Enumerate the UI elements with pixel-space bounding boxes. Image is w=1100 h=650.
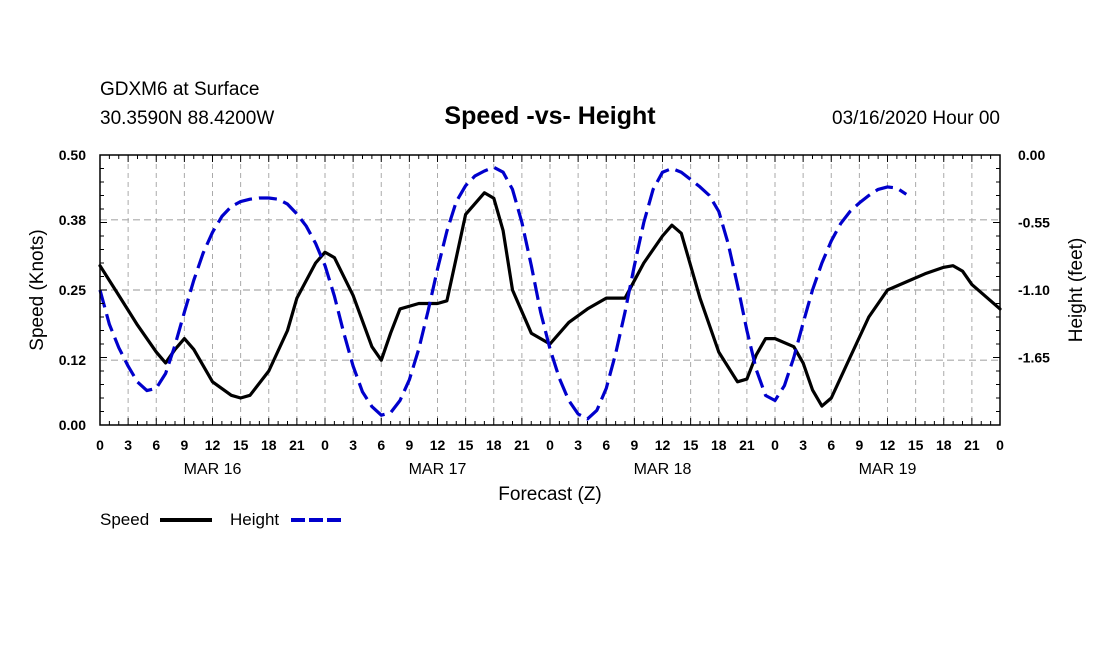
x-tick-label: 21: [964, 437, 980, 453]
x-tick-label: 12: [430, 437, 446, 453]
x-tick-label: 12: [880, 437, 896, 453]
x-tick-label: 15: [458, 437, 474, 453]
x-tick-label: 18: [261, 437, 277, 453]
x-tick-label: 3: [124, 437, 132, 453]
y-right-tick-label: -1.10: [1018, 282, 1050, 298]
series-line-speed: [98, 191, 1002, 408]
series-layer: [98, 165, 1002, 421]
coordinates-label: 30.3590N 88.4200W: [100, 108, 274, 129]
date-label: MAR 16: [184, 461, 242, 478]
legend-height-label: Height: [230, 510, 279, 529]
x-tick-label: 21: [289, 437, 305, 453]
x-tick-label: 21: [739, 437, 755, 453]
tick-layer: 0 3 6 9 12 15 18 21 0 3 6 9 12 15 18 21 0 3 6 9 12 15 18 21 0 3 6 9…: [59, 147, 1050, 478]
date-label: MAR 18: [634, 461, 692, 478]
station-label: GDXM6 at Surface: [100, 79, 259, 100]
x-axis-title: Forecast (Z): [498, 484, 601, 505]
x-tick-label: 15: [683, 437, 699, 453]
y-axis-left-title: Speed (Knots): [27, 229, 48, 350]
x-tick-label: 0: [321, 437, 329, 453]
x-tick-label: 0: [771, 437, 779, 453]
y-axis-right-title: Height (feet): [1066, 238, 1087, 343]
date-label: MAR 17: [409, 461, 467, 478]
y-right-tick-label: -1.65: [1018, 350, 1050, 366]
y-right-tick-label: 0.00: [1018, 147, 1045, 163]
y-left-tick-label: 0.25: [59, 282, 86, 298]
x-tick-label: 15: [908, 437, 924, 453]
chart-title: Speed -vs- Height: [444, 102, 656, 130]
x-tick-label: 9: [855, 437, 863, 453]
x-tick-label: 18: [486, 437, 502, 453]
x-tick-label: 15: [233, 437, 249, 453]
x-tick-label: 0: [996, 437, 1004, 453]
x-tick-label: 3: [799, 437, 807, 453]
legend-speed-label: Speed: [100, 510, 149, 529]
x-tick-label: 9: [180, 437, 188, 453]
x-tick-label: 6: [602, 437, 610, 453]
date-label: MAR 19: [859, 461, 917, 478]
series-line-height: [98, 165, 908, 421]
x-tick-label: 0: [96, 437, 104, 453]
date-label: 03/16/2020 Hour 00: [832, 108, 1000, 129]
y-left-tick-label: 0.38: [59, 212, 86, 228]
x-tick-label: 18: [936, 437, 952, 453]
legend: Speed Height: [100, 510, 343, 529]
x-tick-label: 18: [711, 437, 727, 453]
x-tick-label: 6: [377, 437, 385, 453]
x-tick-label: 0: [546, 437, 554, 453]
x-tick-label: 6: [827, 437, 835, 453]
y-left-tick-label: 0.50: [59, 147, 86, 163]
x-tick-label: 12: [205, 437, 221, 453]
x-tick-label: 3: [574, 437, 582, 453]
x-tick-label: 3: [349, 437, 357, 453]
y-right-tick-label: -0.55: [1018, 215, 1050, 231]
x-tick-label: 21: [514, 437, 530, 453]
x-tick-label: 9: [630, 437, 638, 453]
y-left-tick-label: 0.12: [59, 352, 86, 368]
x-tick-label: 9: [405, 437, 413, 453]
x-tick-label: 6: [152, 437, 160, 453]
y-left-tick-label: 0.00: [59, 417, 86, 433]
x-tick-label: 12: [655, 437, 671, 453]
